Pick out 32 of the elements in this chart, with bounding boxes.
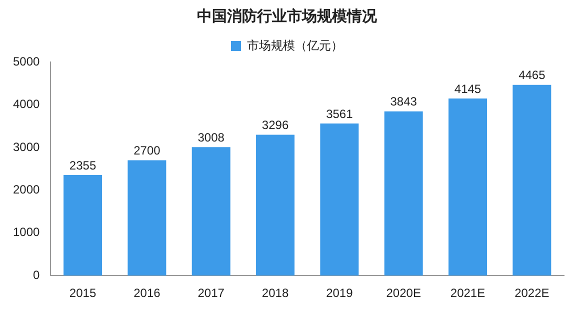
data-label: 3843 xyxy=(390,94,418,109)
x-tick-label: 2019 xyxy=(326,286,354,300)
chart-title: 中国消防行业市场规模情况 xyxy=(197,7,378,26)
y-tick-label: 0 xyxy=(33,268,40,282)
y-tick-label: 5000 xyxy=(12,54,40,68)
x-tick-label: 2020E xyxy=(386,286,421,300)
legend-label: 市场规模（亿元） xyxy=(247,38,343,52)
bar xyxy=(384,111,423,276)
x-tick-label: 2016 xyxy=(134,286,161,300)
bar xyxy=(256,134,295,276)
data-label: 2355 xyxy=(69,158,96,172)
x-tick-label: 2017 xyxy=(198,286,225,300)
x-tick-label: 2018 xyxy=(262,286,289,300)
bar xyxy=(64,174,102,276)
y-tick-label: 3000 xyxy=(12,140,40,154)
data-label: 2700 xyxy=(134,144,161,158)
data-label: 3561 xyxy=(326,106,354,121)
data-label: 4145 xyxy=(454,82,482,96)
x-tick-label: 2022E xyxy=(514,286,550,300)
data-label: 4465 xyxy=(518,68,546,82)
bar xyxy=(448,98,488,276)
bar xyxy=(320,123,359,276)
x-tick-label: 2021E xyxy=(450,286,486,300)
bar xyxy=(512,84,552,276)
data-label: 3296 xyxy=(262,118,289,132)
bar xyxy=(128,160,166,276)
y-tick-label: 2000 xyxy=(12,182,40,196)
data-label: 3008 xyxy=(198,130,225,144)
y-tick-label: 4000 xyxy=(12,97,40,112)
bar xyxy=(192,147,230,276)
y-tick-label: 1000 xyxy=(12,225,40,240)
x-tick-label: 2015 xyxy=(69,286,96,300)
